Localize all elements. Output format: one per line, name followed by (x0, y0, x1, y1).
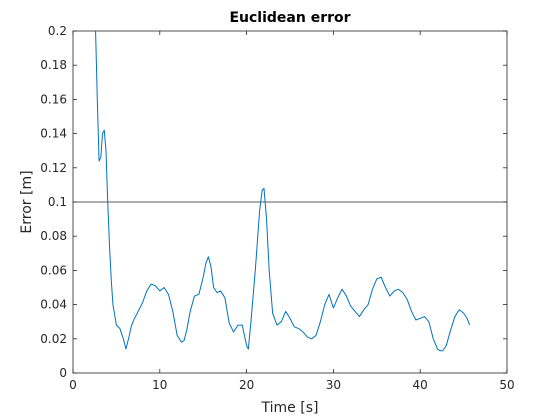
x-tick-label: 50 (499, 378, 514, 392)
y-tick-label: 0.14 (40, 127, 67, 141)
y-tick-label: 0.04 (40, 298, 67, 312)
y-tick-label: 0.2 (48, 24, 67, 38)
y-tick-label: 0.1 (48, 195, 67, 209)
y-tick-label: 0.16 (40, 92, 67, 106)
x-tick-label: 20 (239, 378, 254, 392)
y-tick-label: 0.18 (40, 58, 67, 72)
y-axis-label: Error [m] (19, 170, 35, 233)
x-tick-label: 30 (326, 378, 341, 392)
y-tick-label: 0 (59, 366, 67, 380)
y-tick-label: 0.06 (40, 263, 67, 277)
y-tick-label: 0.12 (40, 161, 67, 175)
y-tick-label: 0.08 (40, 229, 67, 243)
y-tick-label: 0.02 (40, 332, 67, 346)
x-tick-label: 40 (413, 378, 428, 392)
chart-title: Euclidean error (229, 10, 350, 26)
x-tick-label: 0 (69, 378, 77, 392)
x-axis-label: Time [s] (261, 400, 319, 416)
error-series-line (95, 30, 471, 352)
plot-area: 0 10 20 30 40 50 0 0.02 0.04 0.06 0.08 0.1 0.12 0.14 0… (40, 24, 514, 392)
x-tick-label: 10 (152, 378, 167, 392)
